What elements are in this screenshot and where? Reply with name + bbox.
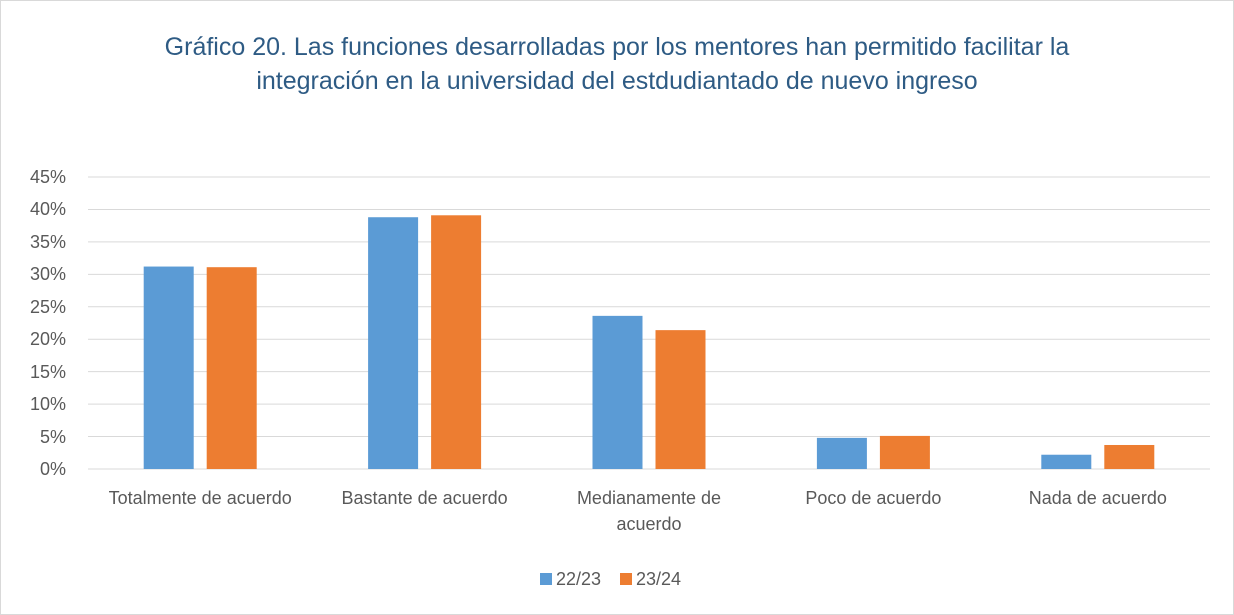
y-tick-label: 15%	[29, 361, 66, 382]
bar	[143, 266, 194, 469]
legend-swatch	[540, 573, 552, 585]
bar	[206, 267, 257, 469]
y-tick-label: 10%	[29, 394, 66, 415]
x-tick-label: Nada de acuerdo	[1028, 488, 1167, 508]
bar	[1104, 444, 1155, 469]
y-tick-label: 45%	[29, 167, 66, 187]
bar	[431, 215, 482, 469]
legend-swatch	[620, 573, 632, 585]
y-tick-label: 0%	[39, 459, 66, 479]
x-tick-label: Totalmente de acuerdo	[108, 488, 292, 508]
y-tick-label: 30%	[29, 264, 66, 285]
bar	[1041, 454, 1092, 469]
y-tick-label: 35%	[29, 231, 66, 252]
x-tick-label: Medianamente de acuerdo	[576, 488, 722, 534]
y-tick-label: 25%	[29, 296, 66, 317]
y-tick-label: 40%	[29, 199, 66, 220]
y-tick-label: 5%	[39, 426, 66, 447]
x-tick-label: Poco de acuerdo	[805, 488, 942, 508]
y-tick-label: 20%	[29, 329, 66, 350]
bar	[655, 330, 706, 469]
legend-label: 22/23	[556, 569, 602, 589]
chart-title: Gráfico 20. Las funciones desarrolladas …	[164, 33, 1070, 95]
x-tick-label: Bastante de acuerdo	[341, 488, 508, 508]
bar	[368, 217, 419, 469]
bar	[816, 437, 867, 469]
legend-label: 23/24	[636, 569, 682, 589]
bar	[592, 315, 643, 469]
bar	[879, 435, 930, 469]
